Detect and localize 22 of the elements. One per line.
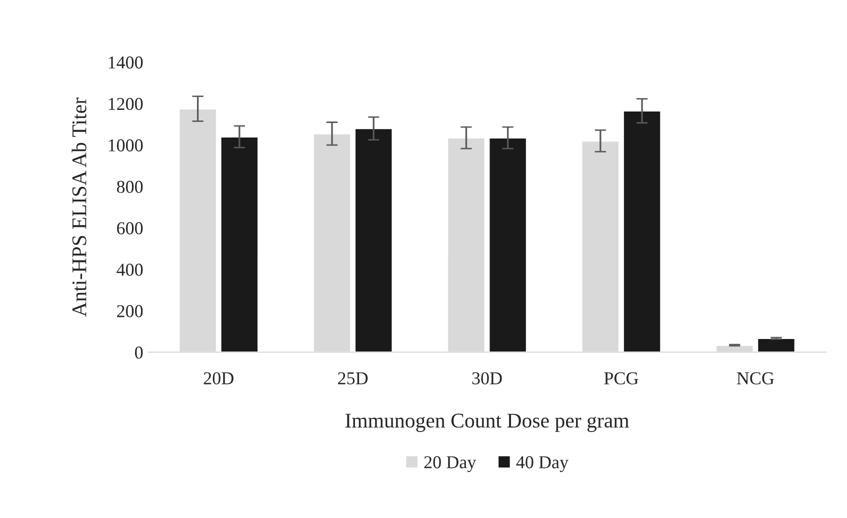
y-tick-label: 800: [116, 180, 143, 193]
legend-label: 40 Day: [516, 456, 568, 472]
y-tick-label: 200: [117, 305, 143, 318]
bar: [488, 137, 528, 352]
y-tick-label: 1400: [108, 56, 143, 69]
y-tick-label: 600: [117, 222, 143, 234]
bar: [354, 128, 394, 352]
y-tick-label: 1200: [108, 98, 143, 110]
x-tick-label: 30D: [472, 372, 502, 384]
x-axis-title: Immunogen Count Dose per gram: [345, 414, 630, 432]
bar: [622, 110, 662, 352]
bar: [220, 136, 259, 352]
x-tick-label: 20D: [204, 372, 234, 384]
x-tick-label: 25D: [338, 372, 368, 384]
legend-label: 20 Day: [424, 456, 476, 472]
x-tick-label: NCG: [736, 372, 774, 384]
y-tick-label: 0: [135, 346, 143, 359]
y-tick-label: 400: [116, 264, 143, 276]
y-tick-label: 1000: [108, 139, 143, 152]
x-tick-label: PCG: [604, 372, 638, 384]
bar: [756, 338, 796, 352]
y-axis-title: Anti-HPS ELISA Ab Titer: [72, 98, 86, 317]
